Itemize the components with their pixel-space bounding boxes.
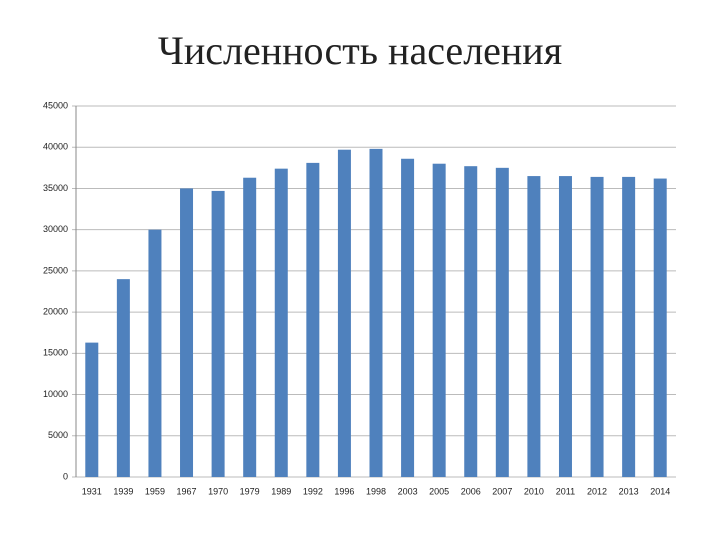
bar: [495, 167, 509, 478]
y-tick-label: 40000: [43, 142, 68, 152]
x-tick-label: 2014: [650, 486, 670, 496]
bar: [558, 176, 572, 478]
bar: [337, 149, 351, 477]
y-tick-label: 15000: [43, 348, 68, 358]
y-tick-label: 10000: [43, 389, 68, 399]
bar: [464, 166, 478, 477]
bar: [85, 342, 99, 477]
bar: [243, 177, 257, 477]
y-tick-label: 5000: [48, 430, 68, 440]
x-tick-label: 2003: [398, 486, 418, 496]
bar: [527, 176, 541, 478]
x-tick-label: 1998: [366, 486, 386, 496]
x-tick-label: 1989: [271, 486, 291, 496]
x-tick-label: 2011: [556, 486, 575, 496]
x-tick-label: 1939: [113, 486, 133, 496]
x-tick-label: 1970: [208, 486, 228, 496]
x-tick-label: 2012: [587, 486, 607, 496]
x-tick-label: 1931: [82, 486, 102, 496]
x-tick-label: 1992: [303, 486, 323, 496]
bar: [401, 158, 415, 477]
bar: [180, 188, 194, 477]
x-tick-label: 2007: [492, 486, 512, 496]
x-tick-label: 1996: [334, 486, 354, 496]
y-tick-label: 20000: [43, 306, 68, 316]
y-tick-label: 25000: [43, 265, 68, 275]
bar: [432, 163, 446, 477]
bar: [622, 176, 636, 477]
bar: [369, 148, 383, 478]
x-tick-label: 2013: [619, 486, 639, 496]
bar: [148, 229, 162, 477]
x-tick-label: 2010: [524, 486, 544, 496]
bar: [590, 176, 604, 477]
bar: [211, 190, 225, 477]
y-tick-label: 30000: [43, 224, 68, 234]
y-tick-label: 45000: [43, 100, 68, 110]
y-tick-label: 0: [63, 471, 68, 481]
bar: [306, 162, 320, 478]
bar: [653, 178, 667, 477]
x-tick-label: 1959: [145, 486, 165, 496]
bar: [116, 279, 130, 477]
x-tick-label: 2006: [461, 486, 481, 496]
x-tick-label: 2005: [429, 486, 449, 496]
chart-title: Численность населения: [158, 28, 562, 73]
x-tick-label: 1967: [177, 486, 197, 496]
bar: [274, 168, 288, 477]
x-tick-label: 1979: [240, 486, 260, 496]
y-tick-label: 35000: [43, 183, 68, 193]
